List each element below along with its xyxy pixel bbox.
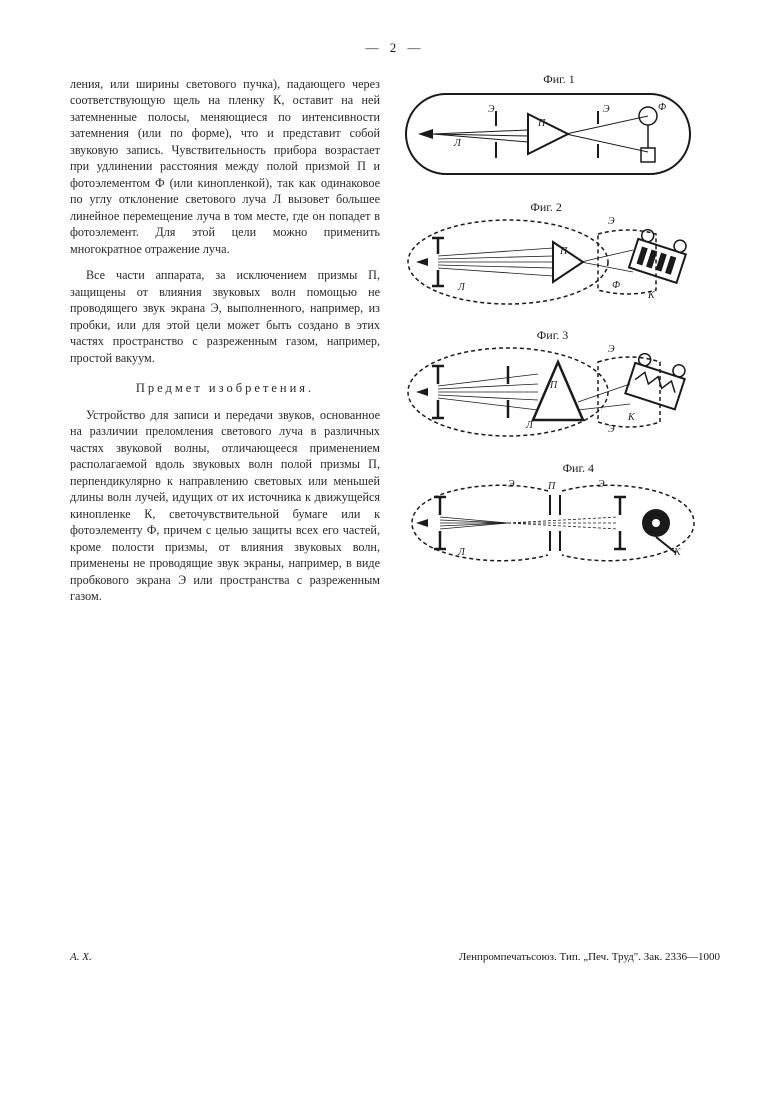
paragraph-3: Устройство для записи и передачи звуков,… [70, 407, 380, 605]
fig2-label: Фиг. 2 [526, 200, 565, 215]
fig3-label-E1: Э [608, 344, 615, 355]
fig4-label-P: П [548, 481, 555, 492]
figure-1: Фиг. 1 [398, 76, 720, 186]
fig1-label: Фиг. 1 [539, 72, 578, 87]
fig3-label-P: П [550, 380, 557, 391]
paragraph-1: ления, или ширины светового пучка), пада… [70, 76, 380, 257]
fig3-label-L: Л [526, 420, 533, 431]
content-area: ления, или ширины светового пучка), пада… [70, 76, 720, 614]
figure-3: Фиг. 3 [398, 332, 720, 447]
fig4-label: Фиг. 4 [559, 461, 598, 476]
fig1-label-P: П [538, 118, 545, 129]
fig2-label-L: Л [458, 282, 465, 293]
fig2-label-P: П [560, 246, 567, 257]
paragraph-2: Все части аппарата, за исключением призм… [70, 267, 380, 366]
fig4-label-L: Л [458, 547, 465, 558]
fig1-label-E2: Э [603, 104, 610, 115]
figure-4: Фиг. 4 [398, 465, 720, 575]
fig4-label-E2: Э [598, 479, 605, 490]
fig1-label-L: Л [454, 138, 461, 149]
fig1-svg [398, 76, 698, 186]
page-number: — 2 — [70, 40, 720, 56]
text-column: ления, или ширины светового пучка), пада… [70, 76, 380, 614]
fig2-label-F: Ф [612, 280, 620, 291]
fig2-label-E: Э [608, 216, 615, 227]
fig3-svg [398, 332, 698, 447]
fig4-label-E1: Э [508, 479, 515, 490]
fig1-label-F: Ф [658, 102, 666, 113]
fig2-label-K: К [648, 290, 655, 301]
footer-left: А. Х. [70, 951, 92, 963]
figures-column: Фиг. 1 [398, 76, 720, 614]
claims-title: Предмет изобретения. [70, 380, 380, 397]
footer: А. Х. Ленпромпечатьсоюз. Тип. „Печ. Труд… [70, 951, 720, 963]
figure-2: Фиг. 2 [398, 204, 720, 314]
fig1-label-E1: Э [488, 104, 495, 115]
fig3-label-K: К [628, 412, 635, 423]
footer-right: Ленпромпечатьсоюз. Тип. „Печ. Труд". Зак… [459, 951, 720, 963]
fig4-label-K: К [674, 547, 681, 558]
fig3-label-E2: Э [608, 424, 615, 435]
fig3-label: Фиг. 3 [533, 328, 572, 343]
